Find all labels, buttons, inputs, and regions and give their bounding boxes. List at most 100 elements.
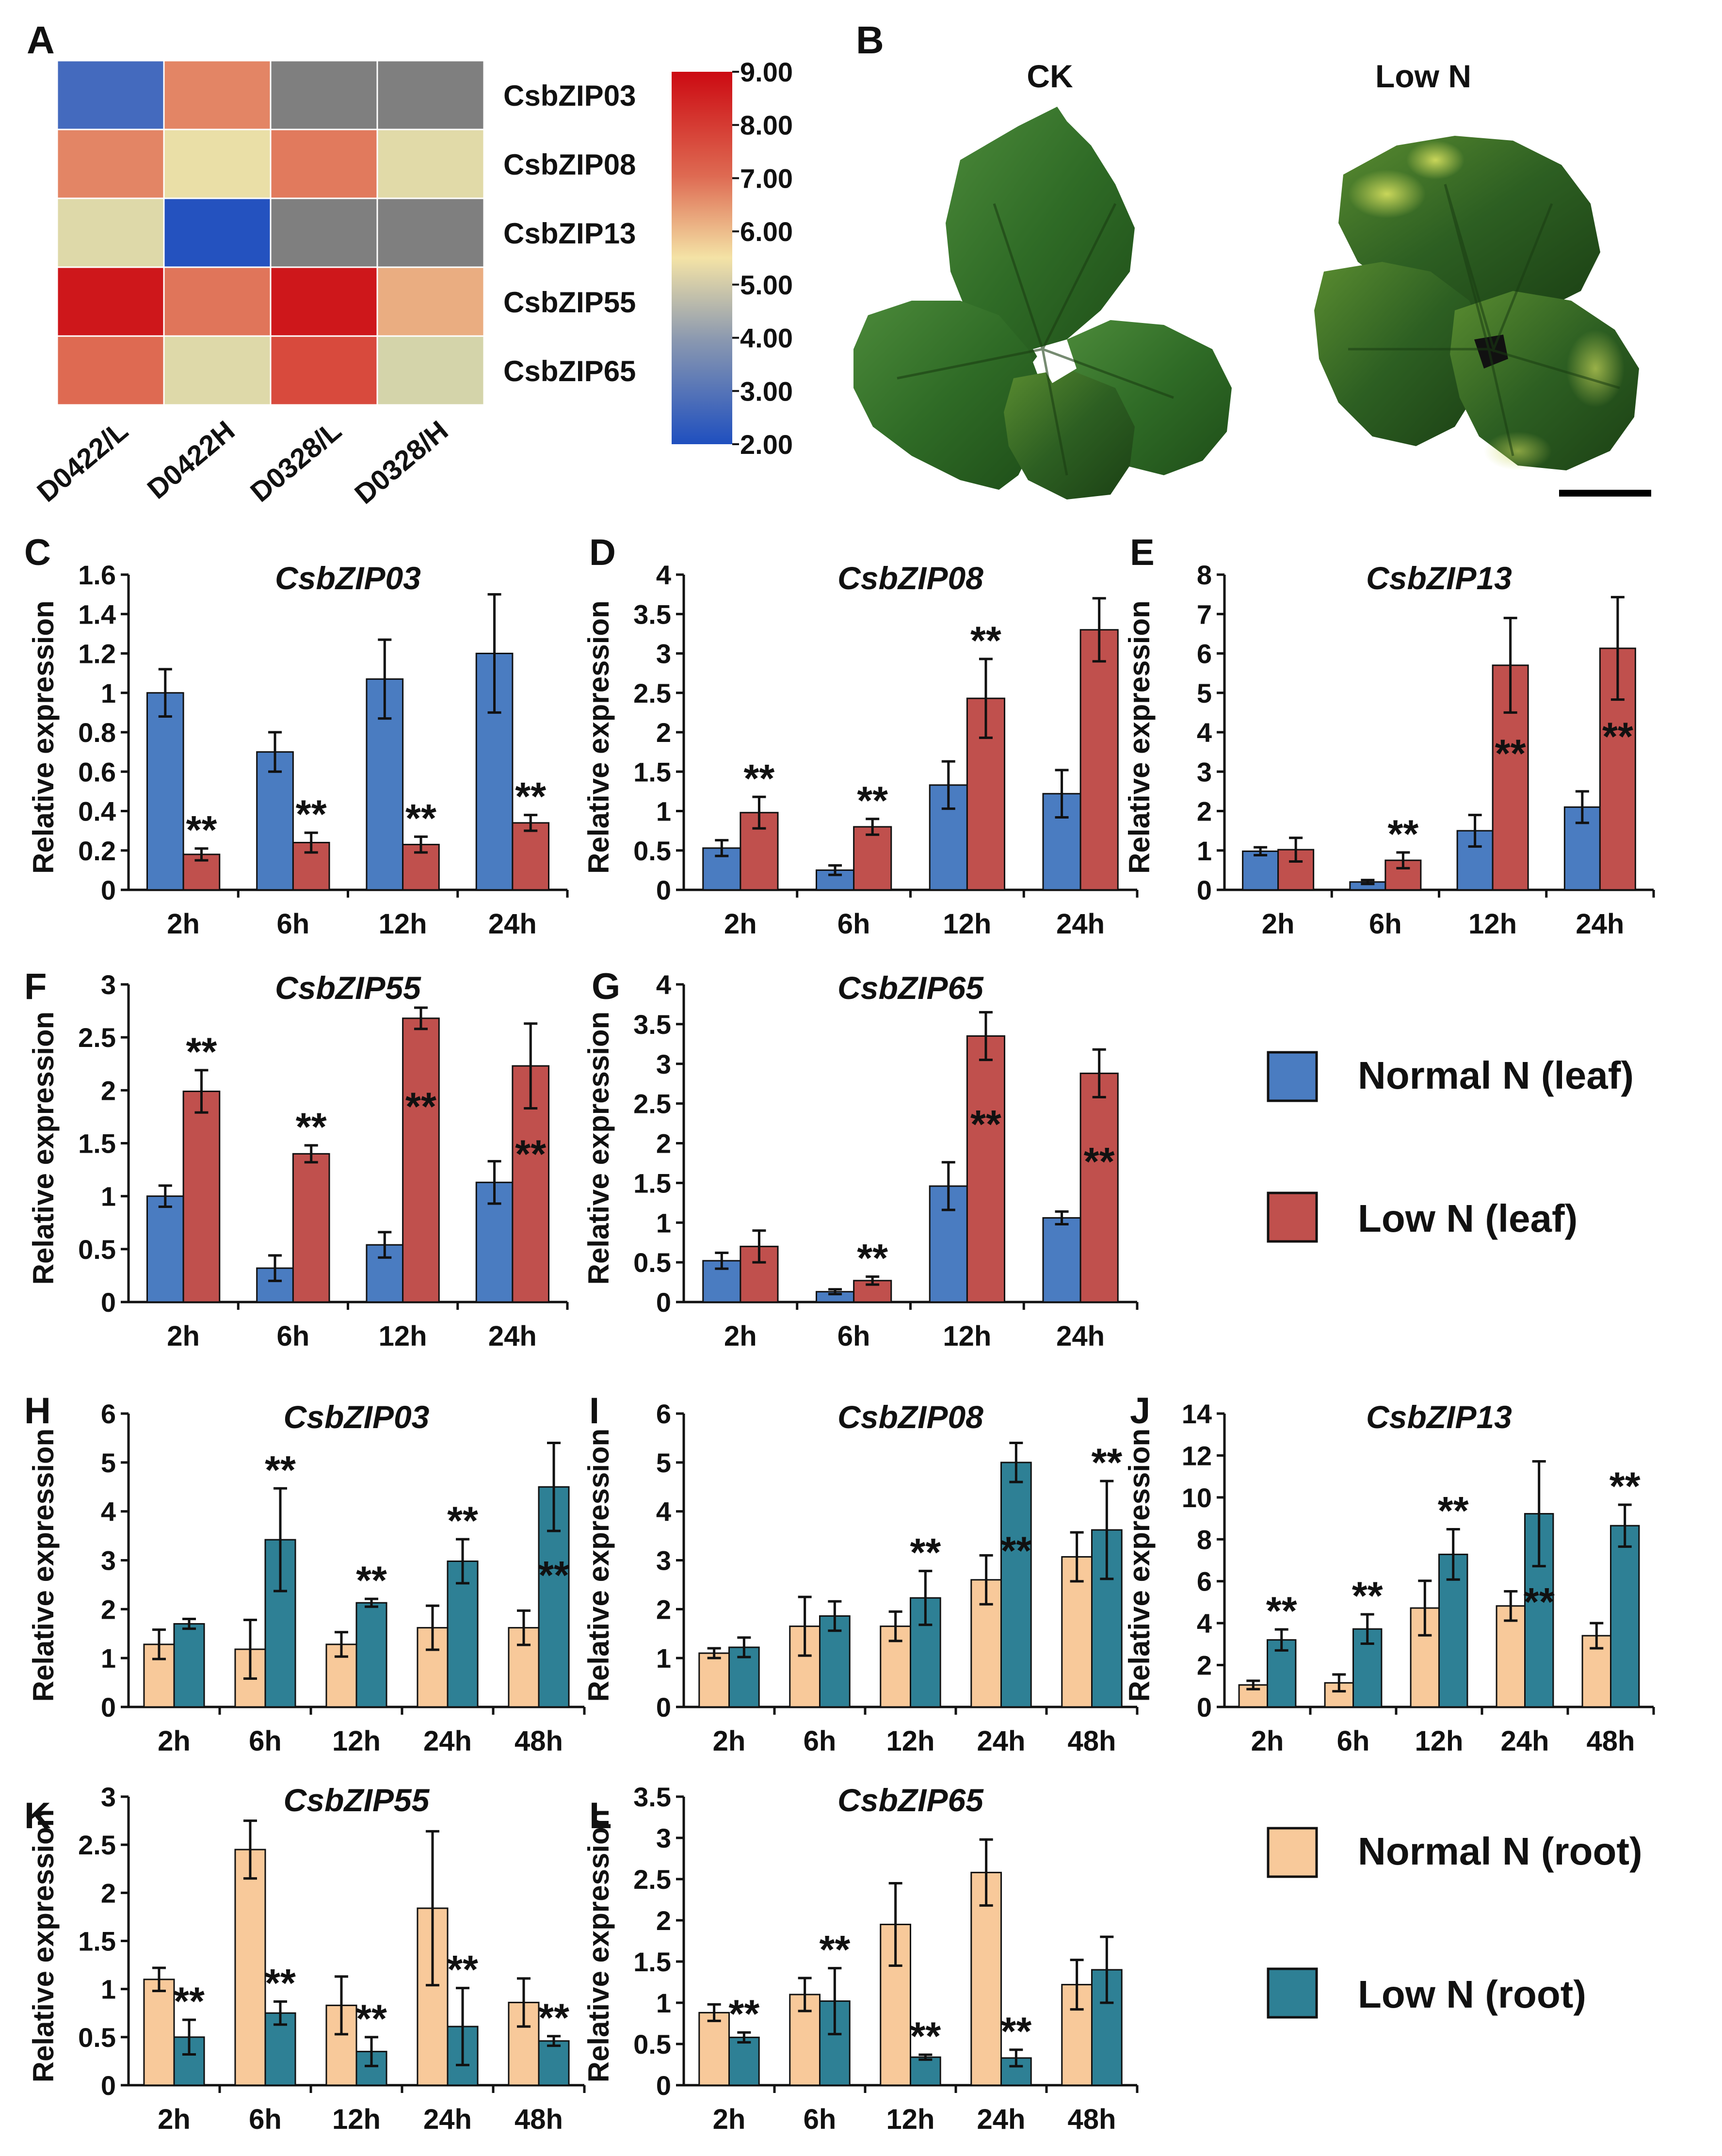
heatmap-cell <box>376 335 485 406</box>
y-tick-label: 6 <box>101 1399 116 1429</box>
bar <box>853 826 892 891</box>
x-tick-label: 2h <box>167 908 200 940</box>
x-tick-label: 24h <box>1056 1320 1105 1352</box>
significance-marker: ** <box>538 1553 569 1597</box>
y-tick-label: 3 <box>656 639 671 669</box>
heatmap-row-label: CsbZIP08 <box>503 148 636 181</box>
y-tick-label: 0 <box>656 2070 671 2101</box>
y-axis-label: Relative expression <box>1123 1429 1156 1702</box>
leaf-photo-panel-b: CK Low N <box>853 58 1651 499</box>
colorbar-tick-label: 5.00 <box>740 270 793 300</box>
bar <box>538 1486 570 1708</box>
y-tick-label: 2.5 <box>633 1864 671 1895</box>
bar <box>970 1871 1002 2086</box>
low-n-plant-image <box>1314 136 1639 470</box>
significance-marker: ** <box>1091 1441 1122 1485</box>
y-tick-label: 4 <box>656 1496 671 1527</box>
bar <box>1610 1525 1640 1708</box>
significance-marker: ** <box>356 1997 387 2041</box>
bar <box>292 1153 330 1303</box>
y-tick-label: 2 <box>656 1905 671 1936</box>
photo-label-ck: CK <box>1027 58 1073 94</box>
y-tick-label: 14 <box>1182 1399 1212 1429</box>
legend-swatch-normal-leaf <box>1267 1051 1318 1102</box>
heatmap-cell <box>270 129 378 199</box>
heatmap-row-label: CsbZIP03 <box>503 80 636 112</box>
colorbar-tick-label: 3.00 <box>740 376 793 406</box>
y-tick-label: 1.5 <box>633 1947 671 1977</box>
y-tick-label: 1 <box>1197 836 1212 866</box>
colorbar-tick-label: 4.00 <box>740 323 793 354</box>
panel-letter-f: F <box>24 966 47 1007</box>
y-tick-label: 4 <box>656 969 671 1000</box>
y-tick-label: 2 <box>101 1075 116 1106</box>
y-tick-label: 1 <box>101 1974 116 2005</box>
colorbar-tick-label: 8.00 <box>740 110 793 141</box>
significance-marker: ** <box>1524 1580 1555 1625</box>
panel-letter-i: I <box>589 1390 599 1432</box>
bar <box>728 2036 760 2086</box>
chart-panel-c: 0 0.2 0.4 0.6 0.8 1 1.2 1.4 1.6 Relative expressi… <box>27 560 569 940</box>
y-axis-label: Relative expression <box>27 600 60 874</box>
y-tick-label: 4 <box>1197 1608 1212 1639</box>
y-tick-label: 0 <box>1197 875 1212 905</box>
y-axis-label: Relative expression <box>582 600 615 874</box>
bar <box>402 1017 440 1303</box>
significance-marker: ** <box>265 1448 296 1492</box>
chart-title: CsbZIP03 <box>275 560 421 596</box>
y-tick-label: 2 <box>656 1594 671 1625</box>
x-tick-label: 6h <box>249 1725 282 1757</box>
y-tick-label: 0 <box>101 1287 116 1318</box>
y-tick-label: 0.5 <box>633 2029 671 2059</box>
x-tick-label: 24h <box>1056 908 1105 940</box>
significance-marker: ** <box>538 1996 569 2040</box>
legend-label-normal-root: Normal N (root) <box>1358 1830 1642 1873</box>
legend-label-low-root: Low N (root) <box>1358 1973 1586 2016</box>
bar <box>234 1849 266 2086</box>
significance-marker: ** <box>356 1559 387 1603</box>
x-tick-label: 6h <box>804 1725 837 1757</box>
x-tick-label: 6h <box>837 1320 870 1352</box>
y-tick-label: 3.5 <box>633 1782 671 1812</box>
significance-marker: ** <box>1352 1574 1383 1618</box>
legend-label-normal-leaf: Normal N (leaf) <box>1358 1054 1634 1097</box>
photo-label-low-n: Low N <box>1375 58 1471 94</box>
colorbar-tick-label: 6.00 <box>740 216 793 247</box>
bar <box>910 2056 941 2086</box>
x-tick-label: 2h <box>713 2104 746 2135</box>
heatmap-cell <box>163 60 272 130</box>
x-tick-label: 12h <box>332 2104 381 2135</box>
chart-title: CsbZIP55 <box>284 1782 430 1818</box>
bar <box>143 1643 175 1708</box>
x-tick-label: 2h <box>713 1725 746 1757</box>
chart-panel-k: 0 0.5 1 1.5 2 2.5 3 Relative expression CsbZIP55… <box>27 1782 586 2135</box>
bar <box>146 1195 184 1303</box>
panel-letter-a: A <box>27 18 55 62</box>
y-tick-label: 5 <box>656 1448 671 1478</box>
y-tick-label: 2 <box>656 717 671 748</box>
y-tick-label: 1 <box>656 1988 671 2018</box>
bar <box>182 1091 221 1303</box>
panel-letter-g: G <box>592 966 620 1007</box>
y-tick-label: 1.6 <box>78 560 116 590</box>
chart-panel-g: 0 0.5 1 1.5 2 2.5 3 3.5 4 Relative expression CsbZ… <box>582 969 1139 1352</box>
significance-marker: ** <box>1084 1140 1115 1184</box>
y-tick-label: 0 <box>1197 1692 1212 1722</box>
heatmap-cell <box>376 129 485 199</box>
panel-letter-d: D <box>589 532 616 573</box>
y-tick-label: 8 <box>1197 560 1212 590</box>
bar <box>1496 1605 1526 1708</box>
significance-marker: ** <box>970 1102 1001 1146</box>
x-tick-label: 2h <box>1251 1725 1284 1757</box>
heatmap-cell <box>376 266 485 337</box>
y-tick-label: 3 <box>656 1823 671 1853</box>
significance-marker: ** <box>405 1085 436 1129</box>
heatmap-cell <box>56 197 165 268</box>
y-tick-label: 1 <box>656 796 671 827</box>
y-tick-label: 2 <box>1197 1650 1212 1681</box>
x-tick-label: 12h <box>886 1725 935 1757</box>
panel-letter-c: C <box>24 532 51 573</box>
y-tick-label: 1 <box>656 1643 671 1673</box>
x-tick-label: 2h <box>167 1320 200 1352</box>
